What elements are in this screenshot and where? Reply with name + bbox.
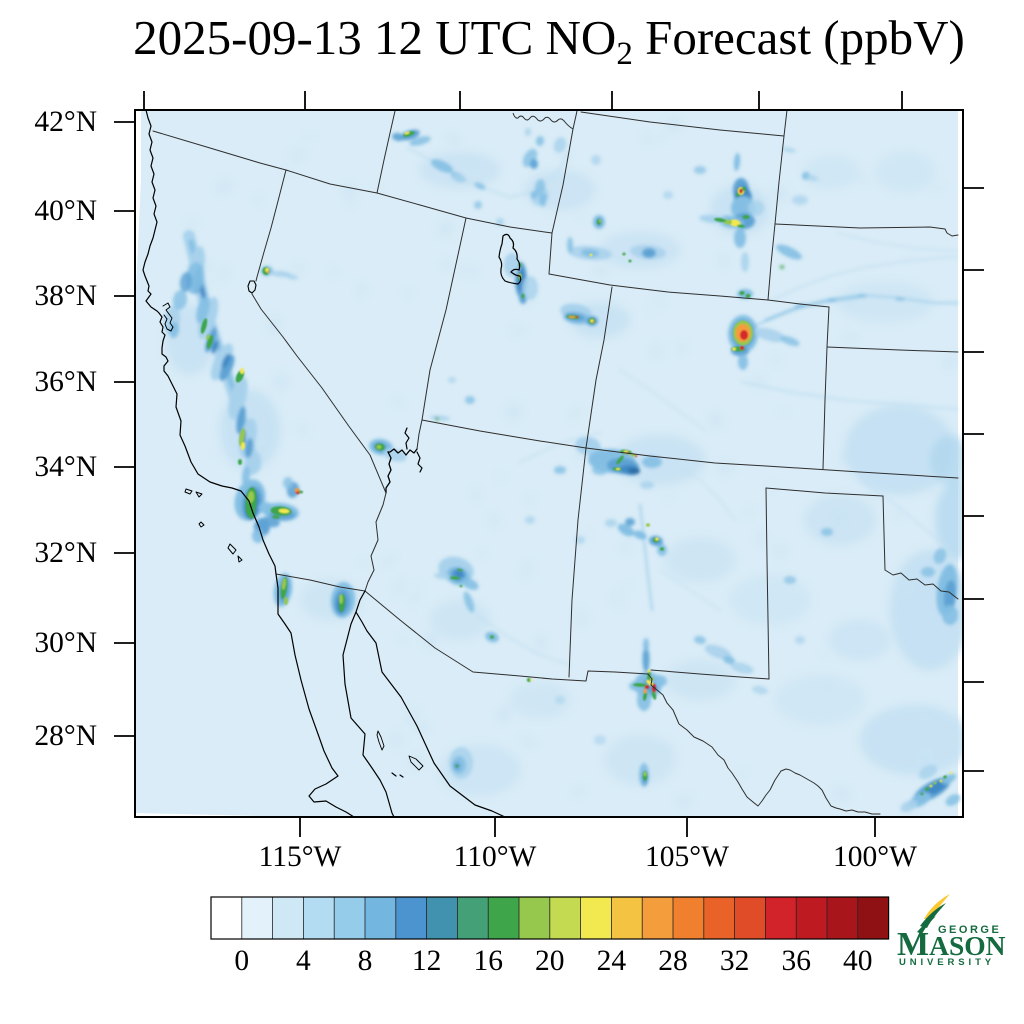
svg-text:36: 36 <box>781 945 811 977</box>
svg-text:34°N: 34°N <box>34 451 97 483</box>
svg-text:30°N: 30°N <box>34 627 97 659</box>
svg-text:32°N: 32°N <box>34 537 97 569</box>
svg-text:12: 12 <box>412 945 442 977</box>
svg-text:2025-09-13 12 UTC NO2 Forecast: 2025-09-13 12 UTC NO2 Forecast (ppbV) <box>133 10 965 72</box>
svg-text:MASON: MASON <box>897 926 1006 963</box>
svg-text:110°W: 110°W <box>454 841 537 873</box>
svg-text:0: 0 <box>234 945 249 977</box>
svg-text:28: 28 <box>658 945 688 977</box>
svg-text:100°W: 100°W <box>833 841 917 873</box>
svg-text:UNIVERSITY: UNIVERSITY <box>899 957 995 968</box>
svg-text:38°N: 38°N <box>34 280 97 312</box>
svg-text:115°W: 115°W <box>259 841 342 873</box>
svg-text:105°W: 105°W <box>645 841 729 873</box>
svg-text:24: 24 <box>597 945 627 977</box>
svg-text:20: 20 <box>535 945 565 977</box>
svg-text:32: 32 <box>720 945 750 977</box>
svg-text:40: 40 <box>843 945 873 977</box>
svg-text:42°N: 42°N <box>34 106 97 138</box>
svg-text:8: 8 <box>358 945 373 977</box>
svg-text:28°N: 28°N <box>34 720 97 752</box>
svg-text:40°N: 40°N <box>34 195 97 227</box>
svg-text:36°N: 36°N <box>34 366 97 398</box>
svg-text:16: 16 <box>473 945 503 977</box>
svg-text:4: 4 <box>296 945 311 977</box>
svg-text:GEORGE: GEORGE <box>938 924 1001 936</box>
